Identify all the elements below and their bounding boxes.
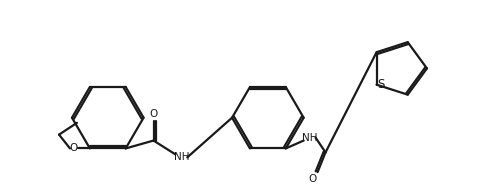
Text: NH: NH	[173, 152, 189, 162]
Text: NH: NH	[301, 133, 317, 143]
Text: O: O	[149, 109, 157, 119]
Text: O: O	[308, 174, 316, 184]
Text: S: S	[376, 78, 383, 91]
Text: O: O	[70, 144, 78, 153]
